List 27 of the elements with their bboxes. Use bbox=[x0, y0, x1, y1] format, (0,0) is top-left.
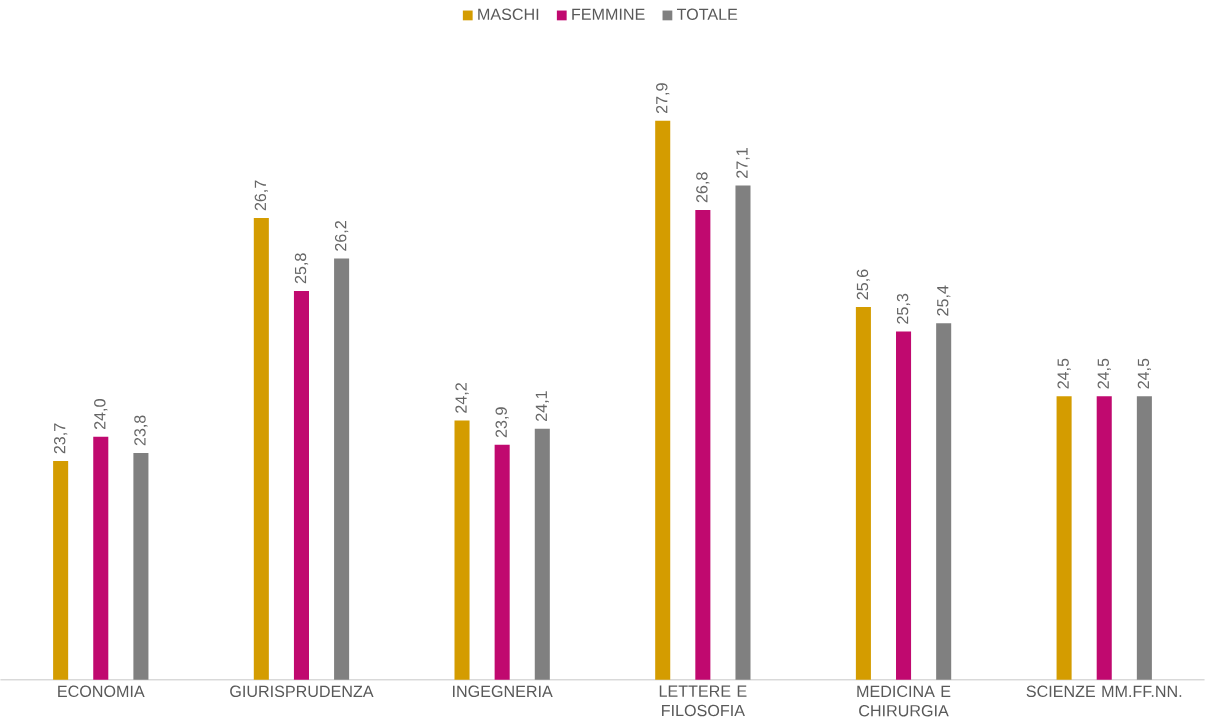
data-label: 24,5 bbox=[1057, 358, 1071, 389]
data-label: 24,0 bbox=[94, 399, 108, 430]
data-label: 26,2 bbox=[334, 221, 349, 251]
data-label: 27,1 bbox=[736, 148, 750, 178]
data-label: 27,9 bbox=[656, 83, 670, 114]
data-label: 26,7 bbox=[254, 180, 268, 211]
data-label: 24,5 bbox=[1137, 358, 1152, 389]
legend-label: TOTALE bbox=[676, 8, 738, 21]
data-label: 25,4 bbox=[937, 285, 951, 316]
data-label: 23,9 bbox=[495, 407, 509, 438]
data-label: 23,8 bbox=[134, 415, 148, 446]
data-label: 23,7 bbox=[53, 423, 68, 454]
data-label: 24,2 bbox=[455, 383, 469, 413]
data-label: 25,8 bbox=[294, 253, 309, 284]
legend-label: FEMMINE bbox=[572, 8, 645, 20]
data-label: 24,1 bbox=[535, 391, 549, 422]
data-label: 25,3 bbox=[896, 293, 911, 324]
x-tick-label: GIURISPRUDENZA bbox=[230, 685, 374, 698]
data-label: 26,8 bbox=[696, 172, 710, 203]
data-label: 25,6 bbox=[856, 269, 871, 300]
x-tick-label: MEDICINA E CHIRURGIA bbox=[857, 685, 951, 717]
data-label: 24,5 bbox=[1097, 358, 1111, 389]
x-tick-label: SCIENZE MM.FF.NN. bbox=[1026, 685, 1182, 698]
x-tick-label: ECONOMIA bbox=[58, 685, 145, 698]
legend-label: MASCHI bbox=[478, 8, 539, 21]
x-tick-label: LETTERE E FILOSOFIA bbox=[659, 685, 747, 717]
x-tick-label: INGEGNERIA bbox=[453, 685, 553, 698]
